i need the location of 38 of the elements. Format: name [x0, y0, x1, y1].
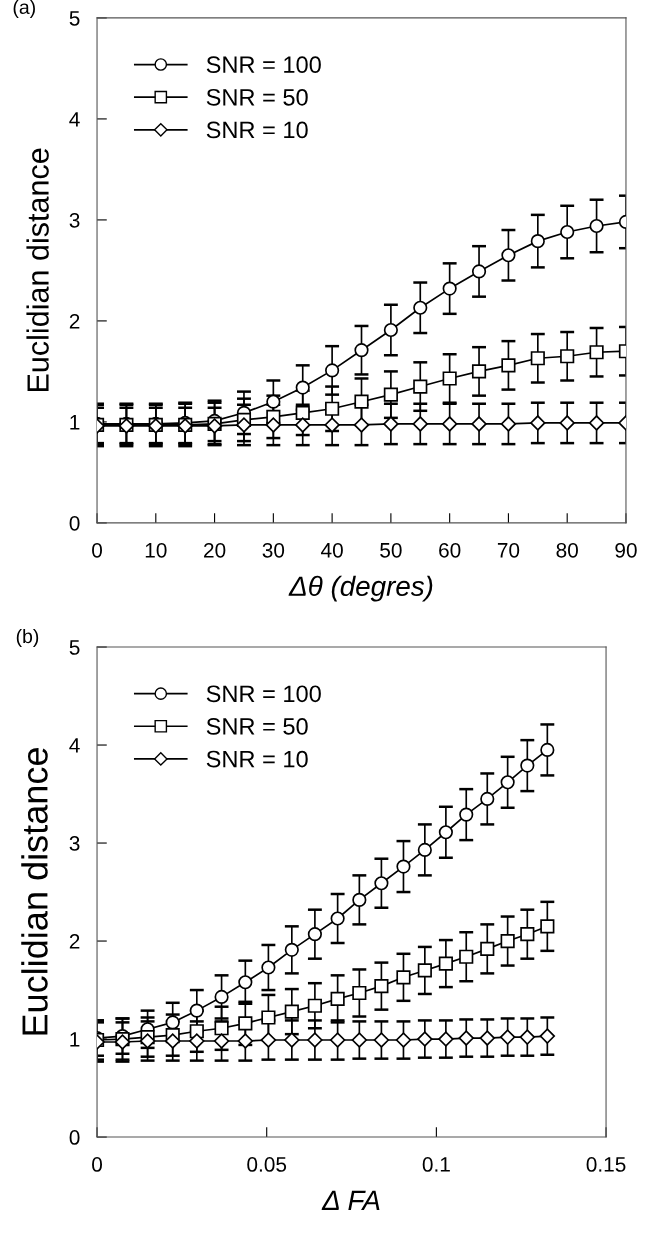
x-tick-label: 0.05 — [247, 1157, 287, 1172]
x-tick-label: 50 — [380, 542, 402, 558]
y-tick-label: 1 — [70, 415, 80, 430]
legend-label: SNR = 50 — [206, 718, 308, 735]
legend-label: SNR = 100 — [206, 56, 321, 74]
x-tick-label: 20 — [204, 542, 226, 558]
y-tick-label: 0 — [69, 515, 80, 531]
y-tick-label: 0 — [69, 1130, 80, 1145]
x-tick-label: 80 — [556, 542, 578, 558]
y-tick-label: 4 — [69, 738, 80, 753]
text: (b) — [16, 628, 39, 648]
y-tick-label: 4 — [69, 112, 80, 127]
x-tick-label: 40 — [321, 542, 343, 558]
x-tick-label: 60 — [439, 542, 461, 558]
x-tick-label: 10 — [145, 542, 167, 558]
x-axis-title: Δ FA — [321, 1190, 380, 1210]
x-tick-label: 0.1 — [422, 1157, 450, 1172]
text: (a) — [13, 0, 35, 18]
x-axis-title: Δθ (degres) — [288, 575, 433, 602]
legend-label: SNR = 50 — [206, 88, 308, 106]
y-tick-label: 3 — [69, 836, 80, 851]
legend-label: SNR = 100 — [206, 685, 321, 703]
y-tick-label: 5 — [69, 11, 80, 26]
y-tick-label: 2 — [69, 934, 80, 949]
y-axis-title: Euclidian distance — [26, 148, 49, 392]
legend-label: SNR = 10 — [206, 121, 308, 139]
x-tick-label: 0 — [92, 542, 103, 558]
y-tick-label: 1 — [70, 1032, 80, 1047]
legend-label: SNR = 10 — [206, 750, 308, 768]
x-tick-label: 0 — [92, 1157, 103, 1172]
x-tick-label: 90 — [615, 542, 637, 558]
y-tick-label: 3 — [69, 212, 80, 228]
y-tick-label: 5 — [69, 640, 80, 655]
x-tick-label: 70 — [497, 542, 520, 558]
x-tick-label: 30 — [262, 542, 285, 558]
y-tick-label: 2 — [69, 313, 80, 329]
y-axis-title: Euclidian distance — [21, 748, 48, 1035]
x-tick-label: 0.15 — [586, 1157, 626, 1172]
